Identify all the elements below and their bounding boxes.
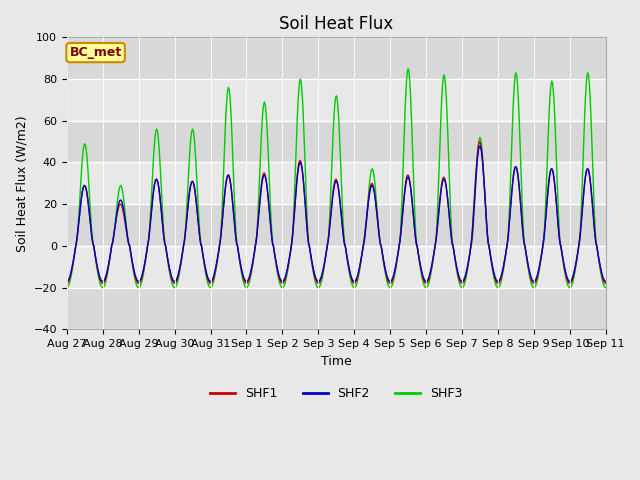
Title: Soil Heat Flux: Soil Heat Flux bbox=[279, 15, 394, 33]
Bar bbox=[67, 246, 605, 288]
X-axis label: Time: Time bbox=[321, 355, 351, 368]
Bar bbox=[67, 121, 605, 163]
Legend: SHF1, SHF2, SHF3: SHF1, SHF2, SHF3 bbox=[205, 382, 467, 405]
Text: BC_met: BC_met bbox=[70, 46, 122, 59]
Bar bbox=[67, 79, 605, 121]
Bar bbox=[67, 37, 605, 79]
Bar bbox=[67, 288, 605, 329]
Bar bbox=[67, 204, 605, 246]
Bar bbox=[67, 163, 605, 204]
Y-axis label: Soil Heat Flux (W/m2): Soil Heat Flux (W/m2) bbox=[15, 115, 28, 252]
